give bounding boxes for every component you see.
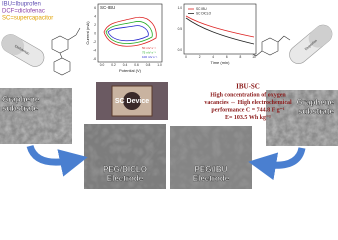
panel-label: Electrode <box>107 174 144 183</box>
x-tick-label: 8 <box>240 55 242 59</box>
cv-curves <box>103 16 157 47</box>
y-tick-label: 1.0 <box>178 6 183 10</box>
note: IBU=Ibuprofen <box>2 2 41 8</box>
x-tick-label: 0.6 <box>134 63 139 67</box>
graphical-abstract: IBU=IbuprofenDCF=diclofenacSC=supercapac… <box>0 2 338 189</box>
panel-label: Graphene <box>2 95 40 104</box>
y-tick-label: 6 <box>94 6 96 10</box>
highlight-line: vacancies ⇔ High electrochemical <box>204 100 292 106</box>
x-tick-label: 10 <box>252 55 256 59</box>
arrow <box>248 147 306 181</box>
legend-entry: 75 mV s⁻¹ <box>142 50 156 54</box>
legend-entry: SC IBU <box>196 7 207 11</box>
x-tick-label: 2 <box>199 55 201 59</box>
y-tick-label: 0 <box>94 31 96 35</box>
highlight-line: E= 103.5 Wh kg⁻¹ <box>225 115 271 121</box>
legend-entry: 50 mV s⁻¹ <box>142 46 156 50</box>
sem-panel <box>0 88 338 189</box>
y-tick-label: -6 <box>93 57 96 61</box>
x-tick-label: 0.4 <box>123 63 128 67</box>
highlight-title: IBU-SC <box>236 83 260 91</box>
x-tick-label: 4 <box>212 55 214 59</box>
panel-label: PEG/IBU <box>195 165 228 174</box>
x-axis-label: Time (min) <box>211 60 231 65</box>
panel-label: Electrode <box>193 174 230 183</box>
capsule-label: Diclofenac <box>14 44 30 56</box>
note: DCF=diclofenac <box>2 9 45 15</box>
x-tick-label: 0.0 <box>100 63 105 67</box>
retention-curve <box>185 17 255 45</box>
y-tick-label: 4 <box>94 14 96 18</box>
note: SC=supercapacitor <box>2 16 53 22</box>
y-tick-label: 0.5 <box>178 27 183 31</box>
capsule <box>1 34 45 67</box>
device-photo <box>123 92 141 110</box>
legend-entry: 100 mV s⁻¹ <box>142 55 157 59</box>
highlight-line: High concentration of oxygen <box>210 92 286 98</box>
legend-entry: SC DICLO <box>196 11 212 15</box>
panel-label: Graphene <box>297 98 335 107</box>
x-tick-label: 1.0 <box>157 63 162 67</box>
highlight-line: performance C = 744.8 F g⁻¹ <box>211 107 284 113</box>
molecule <box>51 27 291 76</box>
plot-title: SC-IBU <box>100 5 115 10</box>
arrow <box>26 144 88 177</box>
device-label: SC Device <box>115 98 149 105</box>
x-tick-label: 6 <box>226 55 228 59</box>
panel-label: PEG/DICLO <box>103 165 147 174</box>
x-tick-label: 0.8 <box>146 63 151 67</box>
x-tick-label: 0 <box>185 55 187 59</box>
panel-label: substrate <box>2 104 39 113</box>
panel-label: substrate <box>298 107 335 116</box>
x-tick-label: 0.2 <box>111 63 116 67</box>
y-tick-label: -4 <box>93 48 96 52</box>
x-axis-label: Potential (V) <box>119 68 142 73</box>
y-tick-label: -2 <box>93 40 96 44</box>
y-axis-label: Current (mA) <box>85 21 90 45</box>
capsule <box>289 24 333 64</box>
y-tick-label: 0.0 <box>178 48 183 52</box>
y-tick-label: 2 <box>94 23 96 27</box>
retention-curve <box>185 15 255 38</box>
